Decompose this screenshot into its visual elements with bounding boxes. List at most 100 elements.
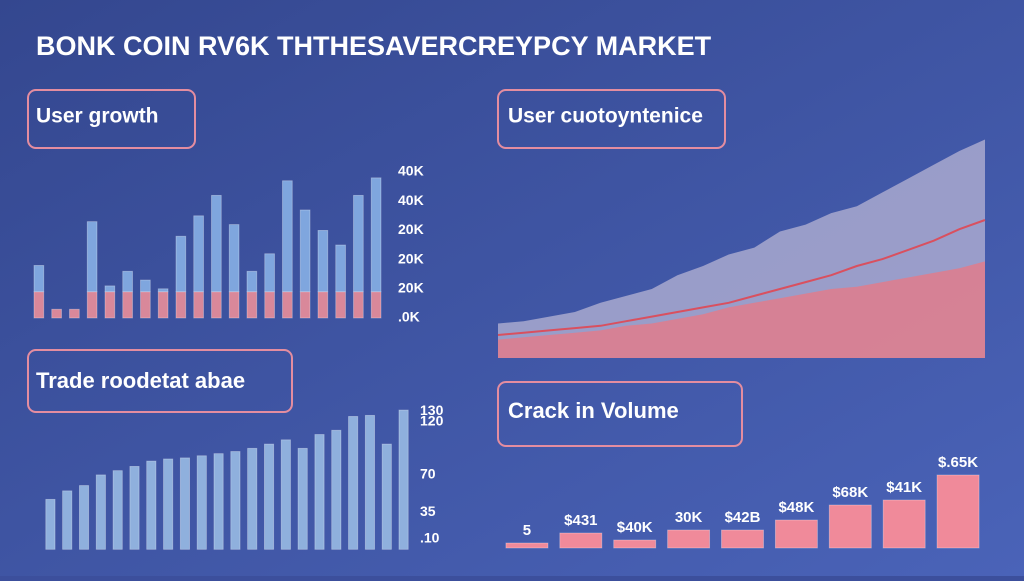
bar — [193, 215, 204, 293]
bar — [129, 465, 140, 550]
bar — [370, 177, 382, 293]
chart-title: User growth — [36, 105, 159, 128]
bar — [667, 529, 711, 549]
data-label: $48K — [778, 499, 814, 516]
bar — [175, 291, 187, 319]
bar — [211, 194, 222, 293]
bar — [282, 180, 293, 293]
data-label: 30K — [675, 509, 703, 526]
bar — [122, 270, 133, 293]
data-label: $40K — [617, 519, 653, 536]
bar — [882, 499, 926, 549]
bar — [122, 291, 133, 319]
bar — [353, 291, 364, 319]
chart-title: Crack in Volume — [508, 398, 679, 423]
bar — [104, 285, 116, 293]
data-label: $.65K — [938, 454, 978, 471]
data-label: $431 — [564, 512, 597, 529]
bar — [146, 460, 157, 550]
bar — [51, 308, 62, 319]
bar — [104, 291, 116, 319]
y-tick-label: 70 — [420, 466, 436, 482]
bar — [264, 253, 275, 293]
bar — [157, 291, 169, 319]
bar — [157, 288, 169, 293]
bar — [175, 235, 187, 293]
bar — [79, 485, 90, 550]
data-label: $68K — [832, 484, 868, 501]
y-tick-label: 20K — [398, 221, 424, 237]
bar — [247, 447, 258, 550]
page-title: BONK COIN RV6K THTHESAVERCREYPCY MARKET — [36, 31, 712, 61]
bar — [264, 291, 275, 319]
chart-title: User cuotoyntenice — [508, 105, 703, 128]
bar — [69, 308, 80, 319]
bar — [86, 221, 98, 293]
data-label: $41K — [886, 479, 922, 496]
bar — [211, 291, 222, 319]
bar — [246, 270, 258, 293]
bar — [228, 224, 240, 293]
bar — [95, 474, 106, 550]
bar — [613, 539, 657, 549]
y-tick-label: 120 — [420, 412, 444, 428]
bar — [86, 291, 98, 319]
y-tick-label: 40K — [398, 163, 424, 179]
bar — [721, 529, 764, 549]
bar — [112, 470, 123, 550]
bar — [774, 519, 818, 549]
bar — [193, 291, 204, 319]
bar — [163, 458, 174, 550]
panel-label-box — [27, 349, 293, 413]
bar — [381, 443, 392, 550]
y-tick-label: 35 — [420, 503, 436, 519]
bar — [936, 474, 980, 549]
y-tick-label: 40K — [398, 192, 424, 208]
bar — [364, 414, 375, 550]
area — [498, 261, 985, 358]
data-label: 5 — [523, 522, 531, 539]
bar — [62, 490, 73, 550]
bar — [398, 409, 409, 550]
bar — [33, 291, 45, 319]
chart-title: Trade roodetat abae — [36, 368, 245, 393]
bar — [317, 229, 329, 293]
bar — [314, 434, 325, 550]
bar — [505, 542, 549, 549]
bar — [335, 291, 346, 319]
y-tick-label: 130 — [420, 402, 444, 418]
bar — [246, 291, 258, 319]
bar — [335, 244, 346, 293]
bar — [828, 504, 872, 549]
bar — [331, 429, 342, 550]
panel-label-box — [497, 89, 726, 149]
bar — [140, 279, 151, 293]
bar — [559, 532, 603, 549]
bar — [33, 265, 45, 293]
panel-label-box — [27, 89, 196, 149]
bar — [282, 291, 293, 319]
bar — [264, 443, 275, 550]
bar — [45, 498, 56, 550]
bar — [299, 291, 311, 319]
bar — [317, 291, 329, 319]
bar — [353, 194, 364, 293]
bar — [228, 291, 240, 319]
bar — [179, 457, 190, 550]
bar — [140, 291, 151, 319]
y-tick-label: .0K — [398, 309, 420, 325]
bar — [299, 209, 311, 293]
bar — [348, 416, 359, 550]
data-label: $42B — [725, 509, 761, 526]
bar — [297, 447, 308, 550]
bar — [213, 453, 224, 550]
bar — [230, 451, 241, 550]
bar — [370, 291, 382, 319]
bar — [280, 439, 291, 550]
line — [497, 219, 986, 336]
panel-label-box — [497, 381, 743, 447]
y-tick-label: .10 — [420, 529, 440, 545]
y-tick-label: 20K — [398, 280, 424, 296]
